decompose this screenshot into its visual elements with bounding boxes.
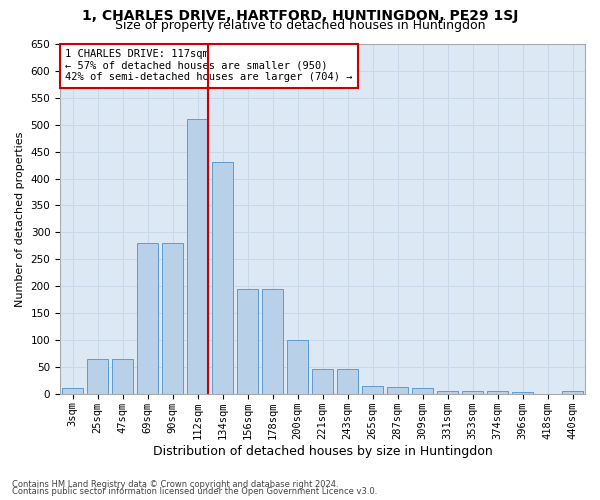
Bar [312, 368, 333, 394]
Bar [262, 289, 283, 394]
Bar [512, 392, 533, 394]
X-axis label: Distribution of detached houses by size in Huntingdon: Distribution of detached houses by size … [152, 444, 493, 458]
Text: 1 CHARLES DRIVE: 117sqm
← 57% of detached houses are smaller (950)
42% of semi-d: 1 CHARLES DRIVE: 117sqm ← 57% of detache… [65, 49, 353, 82]
Bar [237, 289, 258, 394]
Bar [212, 162, 233, 394]
Bar [187, 120, 208, 394]
Bar [287, 340, 308, 394]
Bar [462, 391, 483, 394]
Bar [412, 388, 433, 394]
Bar [162, 243, 183, 394]
Bar [337, 368, 358, 394]
Bar [487, 391, 508, 394]
Text: Contains HM Land Registry data © Crown copyright and database right 2024.: Contains HM Land Registry data © Crown c… [12, 480, 338, 489]
Bar [112, 359, 133, 394]
Bar [62, 388, 83, 394]
Bar [387, 388, 408, 394]
Text: 1, CHARLES DRIVE, HARTFORD, HUNTINGDON, PE29 1SJ: 1, CHARLES DRIVE, HARTFORD, HUNTINGDON, … [82, 9, 518, 23]
Text: Size of property relative to detached houses in Huntingdon: Size of property relative to detached ho… [115, 19, 485, 32]
Bar [87, 359, 108, 394]
Text: Contains public sector information licensed under the Open Government Licence v3: Contains public sector information licen… [12, 487, 377, 496]
Y-axis label: Number of detached properties: Number of detached properties [15, 131, 25, 306]
Bar [437, 390, 458, 394]
Bar [562, 391, 583, 394]
Bar [362, 386, 383, 394]
Bar [137, 243, 158, 394]
